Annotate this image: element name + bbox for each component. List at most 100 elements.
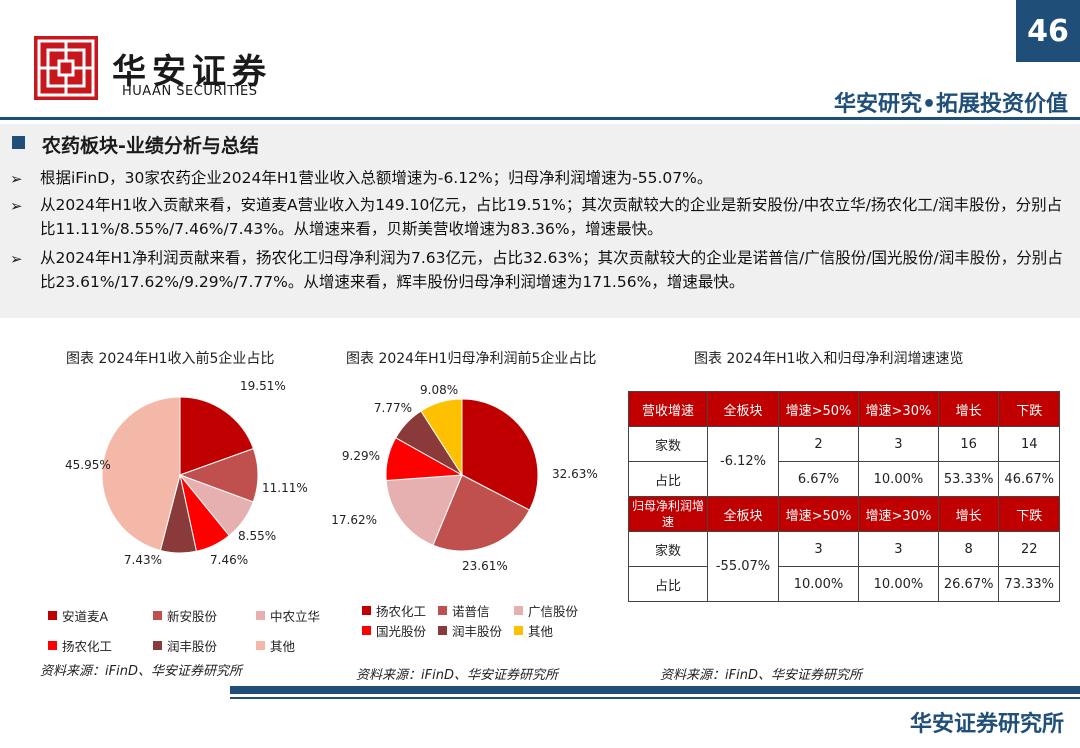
legend-item: 扬农化工 [362, 601, 426, 620]
legend-label: 扬农化工 [62, 639, 113, 654]
chart1-title: 图表 2024年H1收入前5企业占比 [66, 351, 275, 367]
section-title: 农药板块-业绩分析与总结 [42, 135, 259, 157]
table-cell: 16 [937, 426, 1000, 462]
table-header-cell: 增速>30% [857, 496, 939, 532]
summary-bullet-3: 从2024年H1净利润贡献来看，扬农化工归母净利润为7.63亿元，占比32.63… [40, 249, 1063, 291]
table-row-label: 占比 [628, 461, 708, 497]
legend-item: 新安股份 [153, 606, 217, 625]
footer-divider-thin [230, 697, 1080, 699]
table-source: 资料来源：iFinD、华安证券研究所 [660, 668, 862, 683]
table-header-cell: 增长 [937, 391, 1000, 427]
table-cell: 8 [937, 531, 1000, 567]
pie-slice [385, 474, 463, 546]
brand-name-en: HUAAN SECURITIES [122, 84, 258, 99]
legend-swatch [514, 606, 523, 615]
chart2-pie: 32.63% 23.61% 17.62% 9.29% 7.77% 9.08% [331, 383, 598, 573]
summary-panel [0, 124, 1080, 318]
table-row: 家数 -6.12% 2 3 16 14 [628, 426, 1060, 497]
table-header-row: 营收增速 全板块 增速>50% 增速>30% 增长 下跌 [628, 391, 1060, 427]
summary-bullet-1: 根据iFinD，30家农药企业2024年H1营业收入总额增速为-6.12%；归母… [40, 169, 713, 187]
legend-item: 安道麦A [48, 606, 108, 625]
table-cell: 10.00% [857, 461, 939, 497]
table-title: 图表 2024年H1收入和归母净利润增速速览 [694, 351, 964, 367]
table-cell: 2 [778, 426, 859, 462]
legend-swatch [48, 641, 57, 650]
pie-value-label: 7.43% [124, 553, 162, 567]
section-square-icon [12, 136, 25, 149]
table-header-cell: 归母净利润增速 [628, 496, 708, 532]
legend-swatch [438, 626, 447, 635]
bullet-arrow-icon: ➢ [10, 250, 23, 268]
table-header-cell: 全板块 [707, 496, 779, 532]
legend-label: 中农立华 [270, 609, 321, 624]
footer-divider [230, 686, 1080, 694]
brand-name-cn: 华安证券 [112, 52, 272, 92]
table-cell: 10.00% [778, 566, 859, 602]
legend-swatch [438, 606, 447, 615]
table-overall-cell: -55.07% [707, 531, 779, 602]
summary-bullet-2: 从2024年H1收入贡献来看，安道麦A营业收入为149.10亿元，占比19.51… [40, 196, 1063, 238]
legend-label: 广信股份 [528, 604, 579, 619]
brand-logo-mark [37, 39, 95, 97]
pie-value-label: 17.62% [331, 513, 377, 527]
table-header-cell: 下跌 [998, 496, 1060, 532]
table-header-cell: 增长 [937, 496, 1000, 532]
legend-swatch [514, 626, 523, 635]
growth-table: 营收增速 全板块 增速>50% 增速>30% 增长 下跌 家数 -6.12% 2… [628, 391, 1060, 602]
table-cell: 53.33% [937, 461, 1000, 497]
legend-label: 新安股份 [167, 609, 218, 624]
legend-item: 中农立华 [256, 606, 320, 625]
table-cell: 73.33% [998, 566, 1060, 602]
legend-label: 润丰股份 [167, 639, 218, 654]
legend-label: 诺普信 [452, 604, 490, 619]
bullet-arrow-icon: ➢ [10, 197, 23, 215]
table-row: 家数 -55.07% 3 3 8 22 [628, 531, 1060, 602]
pie-slice [101, 396, 181, 552]
pie-value-label: 19.51% [240, 379, 286, 393]
legend-swatch [256, 611, 265, 620]
legend-label: 润丰股份 [452, 624, 503, 639]
legend-swatch [362, 606, 371, 615]
legend-item: 其他 [514, 621, 553, 640]
table-header-cell: 下跌 [998, 391, 1060, 427]
legend-swatch [153, 641, 162, 650]
table-overall-cell: -6.12% [707, 426, 779, 497]
legend-label: 国光股份 [376, 624, 427, 639]
page-number: 46 [1016, 0, 1080, 62]
footer-org-name: 华安证券研究所 [909, 712, 1064, 737]
pie-slice [179, 396, 255, 476]
chart1-source: 资料来源：iFinD、华安证券研究所 [40, 664, 242, 679]
pie-slice [432, 474, 531, 552]
table-cell: 14 [998, 426, 1060, 462]
legend-swatch [362, 626, 371, 635]
legend-label: 扬农化工 [376, 604, 427, 619]
table-header-cell: 全板块 [707, 391, 779, 427]
legend-item: 广信股份 [514, 601, 578, 620]
legend-item: 扬农化工 [48, 636, 112, 655]
table-cell: 22 [998, 531, 1060, 567]
table-header-cell: 增速>50% [778, 496, 859, 532]
pie-value-label: 23.61% [462, 559, 508, 573]
legend-label: 其他 [528, 624, 554, 639]
table-header-row: 归母净利润增速 全板块 增速>50% 增速>30% 增长 下跌 [628, 496, 1060, 532]
pie-slice [420, 398, 463, 477]
chart2-title: 图表 2024年H1归母净利润前5企业占比 [346, 351, 597, 367]
legend-item: 润丰股份 [438, 621, 502, 640]
table-header-cell: 增速>30% [857, 391, 939, 427]
bullet-arrow-icon: ➢ [10, 170, 23, 188]
legend-item: 国光股份 [362, 621, 426, 640]
pie-value-label: 7.77% [374, 401, 412, 415]
legend-swatch [153, 611, 162, 620]
pie-value-label: 7.46% [210, 553, 248, 567]
legend-label: 安道麦A [62, 609, 109, 624]
header-divider [0, 117, 1080, 120]
brand-logo-icon [34, 36, 98, 100]
table-cell: 46.67% [998, 461, 1060, 497]
legend-item: 诺普信 [438, 601, 490, 620]
pie-value-label: 9.29% [342, 449, 380, 463]
table-row-label: 家数 [628, 531, 708, 567]
table-row: 占比 10.00% 10.00% 26.67% 73.33% [628, 566, 1060, 602]
legend-swatch [48, 611, 57, 620]
table-header-cell: 营收增速 [628, 391, 708, 427]
header-slogan: 华安研究•拓展投资价值 [833, 92, 1068, 117]
